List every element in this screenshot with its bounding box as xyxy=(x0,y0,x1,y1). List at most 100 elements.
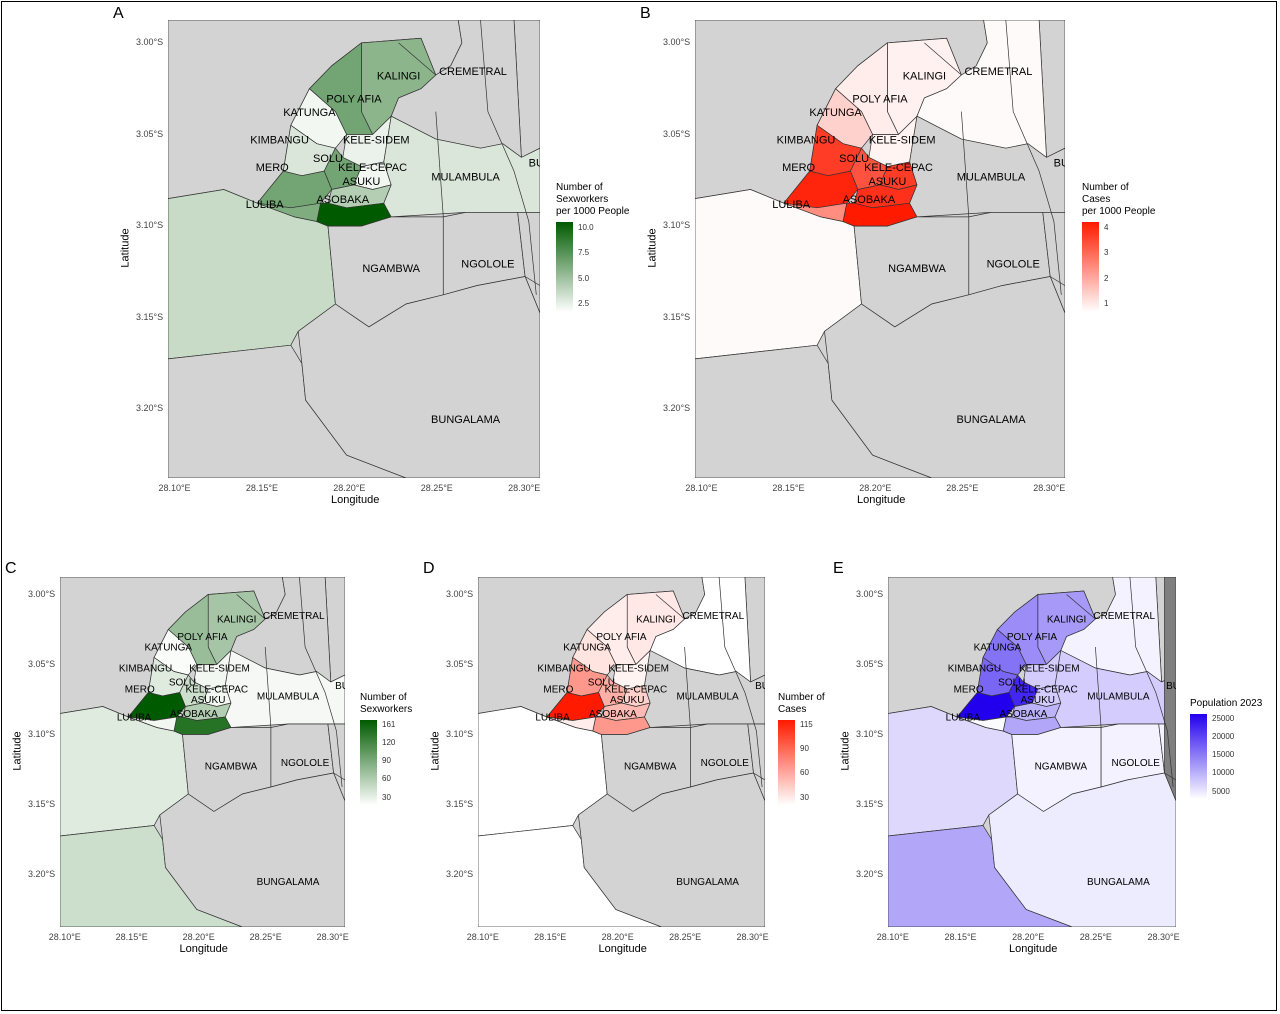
legend-title: Population 2023 xyxy=(1190,698,1263,709)
x-axis-title: Longitude xyxy=(1009,943,1058,955)
legend-title: Sexworkers xyxy=(556,194,609,205)
legend-tick-label: 161 xyxy=(382,720,396,730)
x-tick-label: 28.10°E xyxy=(158,483,191,493)
region-label: BU xyxy=(529,158,540,170)
region-label: BU xyxy=(335,681,345,692)
region-bungalama xyxy=(297,276,540,478)
legend-color-bar xyxy=(778,720,795,805)
region-label: BUNGALAMA xyxy=(1087,877,1150,888)
x-tick-label: 28.25°E xyxy=(1079,932,1112,942)
boundary-line xyxy=(236,594,266,620)
y-tick-label: 3.05°S xyxy=(856,658,884,669)
boundary-line xyxy=(1066,594,1096,620)
region-label: POLY AFIA xyxy=(177,632,228,643)
x-axis-title: Longitude xyxy=(857,494,906,506)
legend-title: Cases xyxy=(1082,194,1111,205)
region-label: ASUKU xyxy=(342,176,380,188)
legend-title: Sexworkers xyxy=(360,704,413,715)
region-label: BUNGALAMA xyxy=(956,414,1026,426)
region-bungalama xyxy=(988,772,1176,927)
x-tick-label: 28.20°E xyxy=(182,932,215,942)
legend-tick-label: 30 xyxy=(800,792,809,802)
panel-letter-b: B xyxy=(640,5,651,22)
region-label: MERO xyxy=(954,685,984,696)
region-label: LULIBA xyxy=(535,713,570,724)
region-label: LULIBA xyxy=(772,199,811,211)
boundary-line xyxy=(655,594,685,620)
legend-title: Number of xyxy=(360,692,407,703)
legend-tick-label: 115 xyxy=(800,720,813,730)
legend-color-bar xyxy=(556,222,573,312)
region-label: CREMETRAL xyxy=(1093,611,1155,622)
x-axis-title: Longitude xyxy=(598,943,647,955)
region-label: MERO xyxy=(543,685,573,696)
region-bungalama xyxy=(824,276,1065,478)
legend-tick-label: 10.0 xyxy=(578,222,594,232)
y-tick-label: 3.05°S xyxy=(28,658,56,669)
region-label: NGOLOLE xyxy=(987,258,1040,270)
legend-title: Cases xyxy=(778,704,807,715)
region-east xyxy=(517,212,540,314)
region-mulambula xyxy=(224,649,345,728)
y-tick-label: 3.20°S xyxy=(856,868,884,879)
region-label: KALINGI xyxy=(1047,615,1086,626)
panel-letter-c: C xyxy=(5,560,17,577)
boundary-line xyxy=(264,646,272,728)
y-axis-title: Latitude xyxy=(646,228,659,268)
region-bungalama xyxy=(578,772,765,927)
region-label: KALINGI xyxy=(636,615,675,626)
boundary-line xyxy=(924,42,962,76)
x-tick-label: 28.15°E xyxy=(944,932,977,942)
x-tick-label: 28.25°E xyxy=(946,483,979,493)
region-label: KELE-SIDEM xyxy=(1019,664,1080,675)
boundary-line xyxy=(753,772,765,781)
x-tick-label: 28.15°E xyxy=(534,932,567,942)
y-tick-label: 3.15°S xyxy=(136,311,164,322)
legend-tick-label: 25000 xyxy=(1212,714,1235,724)
y-tick-label: 3.10°S xyxy=(136,220,164,231)
x-tick-label: 28.15°E xyxy=(115,932,148,942)
region-label: POLY AFIA xyxy=(1007,632,1058,643)
region-label: MULAMBULA xyxy=(957,171,1026,183)
region-label: KELE-CEPAC xyxy=(1015,685,1078,696)
legend-tick-label: 2 xyxy=(1104,273,1109,283)
legend-title: Number of xyxy=(778,692,825,703)
y-tick-label: 3.05°S xyxy=(446,658,474,669)
x-tick-label: 28.30°E xyxy=(508,483,541,493)
legend-tick-label: 60 xyxy=(800,768,809,778)
region-label: NGOLOLE xyxy=(461,258,514,270)
region-luliba xyxy=(783,202,848,222)
boundary-line xyxy=(718,577,763,788)
region-luliba xyxy=(956,716,1007,732)
boundary-line xyxy=(1164,772,1176,781)
region-label: CREMETRAL xyxy=(964,66,1032,78)
region-label: ASOBAKA xyxy=(843,194,896,206)
region-label: KELE-SIDEM xyxy=(869,135,936,147)
region-label: MULAMBULA xyxy=(431,171,500,183)
region-luliba xyxy=(546,716,597,732)
y-tick-label: 3.00°S xyxy=(136,36,164,47)
region-label: POLY AFIA xyxy=(326,93,382,105)
x-tick-label: 28.10°E xyxy=(876,932,909,942)
region-luliba xyxy=(257,202,321,222)
region-east xyxy=(747,723,765,802)
panel-letter-e: E xyxy=(833,560,844,577)
region-label: BUNGALAMA xyxy=(676,877,739,888)
legend-c: Number of Sexworkers 161 120 90 60 30 xyxy=(360,692,413,805)
x-tick-label: 28.20°E xyxy=(601,932,634,942)
region-label: BUNGALAMA xyxy=(257,877,320,888)
region-label: MERO xyxy=(782,162,815,174)
map-panel-a: KALINGI CREMETRAL POLY AFIA KATUNGA KIMBANGU… xyxy=(168,20,540,478)
x-tick-label: 28.25°E xyxy=(420,483,453,493)
region-label: SOLU xyxy=(169,678,196,689)
legend-tick-label: 1 xyxy=(1104,299,1109,308)
region-label: NGOLOLE xyxy=(701,758,750,769)
x-tick-label: 28.20°E xyxy=(859,483,892,493)
region-label: LULIBA xyxy=(946,713,981,724)
region-fareast xyxy=(1164,577,1176,802)
boundary-line xyxy=(524,276,540,286)
region-label: SOLU xyxy=(313,153,343,165)
legend-d: Number of Cases 115 90 60 30 xyxy=(778,692,825,805)
x-tick-label: 28.30°E xyxy=(1147,932,1180,942)
